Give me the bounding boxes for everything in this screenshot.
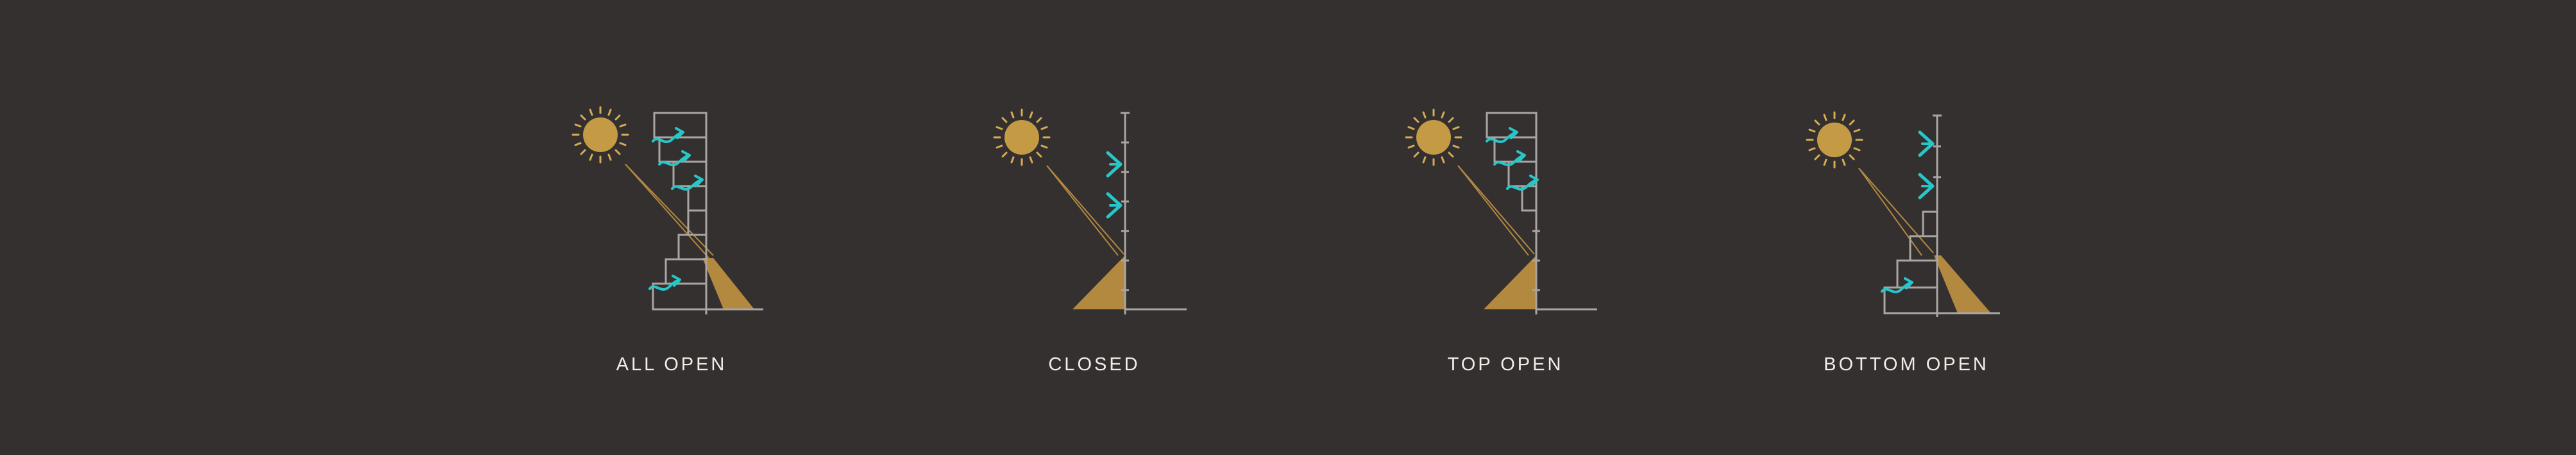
panel-top-open xyxy=(1405,108,1597,314)
sun-rays-icon xyxy=(1858,167,1934,256)
panel-all-open xyxy=(572,106,763,314)
light-beam-icon xyxy=(1072,255,1125,309)
sun-rays-icon xyxy=(625,164,714,259)
caption-closed: CLOSED xyxy=(1048,354,1140,375)
sun-rays-icon xyxy=(1457,165,1535,256)
building-section-icon xyxy=(1121,112,1187,314)
panel-closed xyxy=(993,108,1187,314)
panel-bottom-open xyxy=(1806,111,2000,317)
building-section-icon xyxy=(652,112,763,314)
light-beam-icon xyxy=(702,258,754,309)
caption-top-open: TOP OPEN xyxy=(1447,354,1564,375)
light-beam-icon xyxy=(1934,255,1991,313)
sun-icon xyxy=(993,108,1051,166)
caption-bottom-open: BOTTOM OPEN xyxy=(1824,354,1989,375)
sun-icon xyxy=(1405,108,1462,166)
building-section-icon xyxy=(1883,114,2000,317)
sun-icon xyxy=(1806,111,1863,169)
sun-icon xyxy=(572,106,629,164)
airflow-arrow-icon xyxy=(648,127,704,291)
shading-louver-icon xyxy=(1920,132,1933,198)
building-section-icon xyxy=(1486,112,1597,314)
caption-all-open: ALL OPEN xyxy=(616,354,727,375)
light-beam-icon xyxy=(1484,255,1536,309)
sun-rays-icon xyxy=(1046,165,1124,256)
shading-louver-icon xyxy=(1108,153,1121,217)
